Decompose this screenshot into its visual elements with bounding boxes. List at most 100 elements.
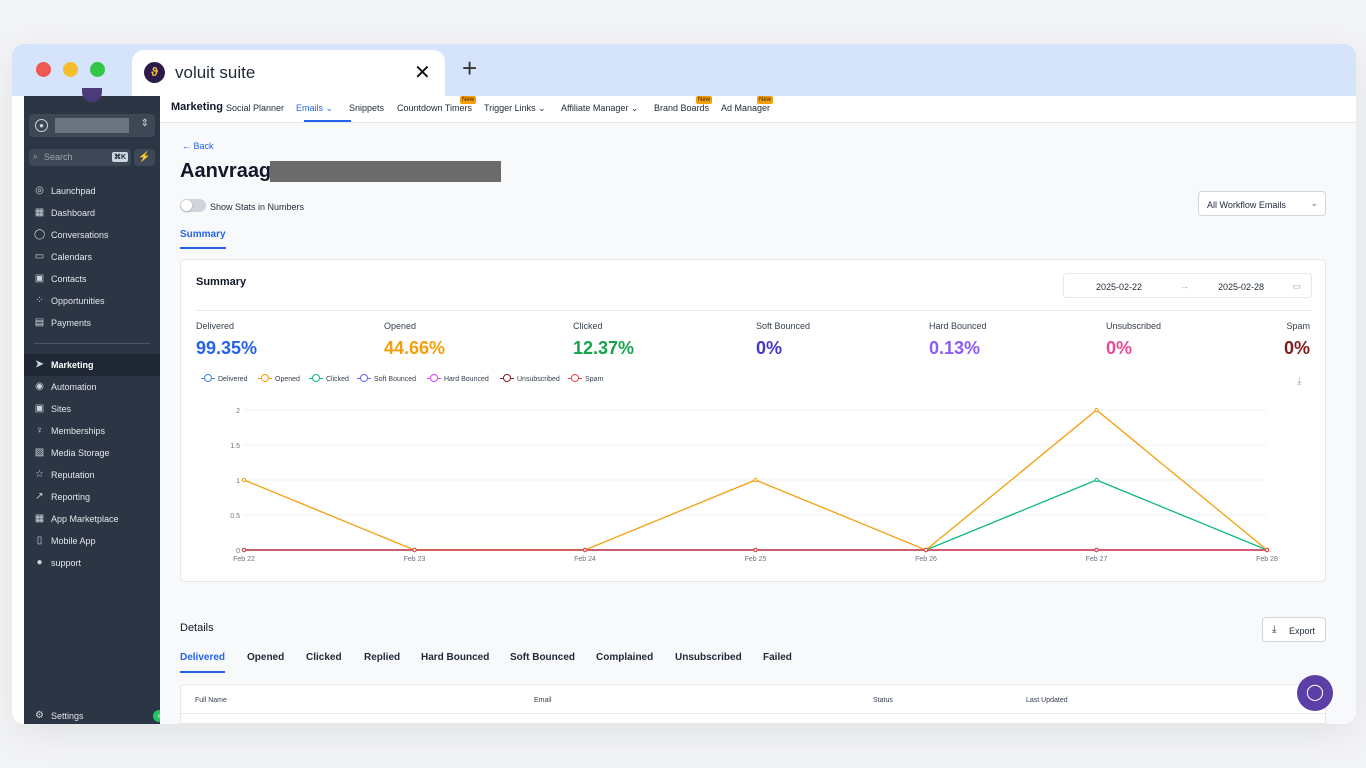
new-tab-icon[interactable]: + xyxy=(462,53,478,83)
legend-item[interactable]: Delivered xyxy=(201,374,248,383)
sidebar-item-reputation[interactable]: ☆ Reputation xyxy=(24,464,160,486)
sidebar-item-support[interactable]: ● support xyxy=(24,552,160,574)
tab-hard-bounced[interactable]: Hard Bounced xyxy=(421,652,490,663)
sidebar-item-marketing[interactable]: ➤ Marketing xyxy=(24,354,160,376)
tab-unsubscribed[interactable]: Unsubscribed xyxy=(675,652,742,663)
payments-icon: ▤ xyxy=(34,317,45,328)
date-range-picker[interactable]: 2025-02-22 → 2025-02-28 ▭ xyxy=(1063,273,1312,298)
tab-replied[interactable]: Replied xyxy=(364,652,401,663)
legend-label: Unsubscribed xyxy=(517,376,560,383)
legend-item[interactable]: Opened xyxy=(258,374,300,383)
sidebar-item-label: Contacts xyxy=(51,274,87,284)
export-label: Export xyxy=(1289,626,1316,636)
column-header[interactable]: Full Name xyxy=(195,697,227,704)
column-header[interactable]: Status xyxy=(873,697,893,704)
data-point xyxy=(1094,547,1099,553)
nav-brand-boards[interactable]: Brand Boards xyxy=(654,103,710,113)
nav-trigger-links[interactable]: Trigger Links ⌄ xyxy=(484,103,546,113)
sidebar-item-contacts[interactable]: ▣ Contacts xyxy=(24,268,160,290)
sidebar-item-label: Settings xyxy=(51,711,84,721)
sidebar-item-dashboard[interactable]: ▦ Dashboard xyxy=(24,202,160,224)
tab-soft-bounced[interactable]: Soft Bounced xyxy=(510,652,575,663)
new-badge: New xyxy=(696,96,713,104)
x-tick-label: Feb 22 xyxy=(233,556,255,563)
tab-delivered[interactable]: Delivered xyxy=(180,652,226,663)
stat-soft-bounced: Soft Bounced 0% xyxy=(756,321,810,359)
nav-snippets[interactable]: Snippets xyxy=(349,103,385,113)
minimize-window-button[interactable] xyxy=(63,62,78,77)
sidebar-item-conversations[interactable]: ◯ Conversations xyxy=(24,224,160,246)
tab-clicked[interactable]: Clicked xyxy=(306,652,342,663)
sidebar-item-memberships[interactable]: ♀ Memberships xyxy=(24,420,160,442)
x-tick-label: Feb 25 xyxy=(745,556,767,563)
account-name-redacted xyxy=(55,118,129,133)
search-input[interactable]: ⌕ Search ⌘K xyxy=(29,149,131,166)
export-icon: ⤓ xyxy=(1272,624,1277,635)
mobile-icon: ▯ xyxy=(36,535,43,546)
chat-help-icon[interactable]: ◯ xyxy=(1297,675,1333,711)
sidebar-item-label: Mobile App xyxy=(51,536,96,546)
stat-label: Delivered xyxy=(196,321,235,331)
sidebar-item-media-storage[interactable]: ▨ Media Storage xyxy=(24,442,160,464)
search-shortcut: ⌘K xyxy=(111,152,128,162)
nav-countdown-timers[interactable]: Countdown Timers xyxy=(397,103,473,113)
media-icon: ▨ xyxy=(34,447,45,458)
column-header[interactable]: Email xyxy=(534,697,552,704)
sidebar-item-opportunities[interactable]: ⁘ Opportunities xyxy=(24,290,160,312)
divider xyxy=(196,310,1312,311)
export-button[interactable]: ⤓ Export xyxy=(1262,617,1326,642)
tab-complained[interactable]: Complained xyxy=(596,652,654,663)
contacts-icon: ▣ xyxy=(34,273,45,284)
new-badge: New xyxy=(757,96,774,104)
sidebar-item-calendars[interactable]: ▭ Calendars xyxy=(24,246,160,268)
x-tick-label: Feb 23 xyxy=(404,556,426,563)
quick-action-bolt-icon[interactable]: ⚡ xyxy=(134,149,155,166)
x-tick-label: Feb 27 xyxy=(1086,556,1108,563)
close-icon[interactable]: ✕ xyxy=(414,62,431,84)
sidebar-item-sites[interactable]: ▣ Sites xyxy=(24,398,160,420)
toggle-label: Show Stats in Numbers xyxy=(210,202,305,212)
legend-item[interactable]: Soft Bounced xyxy=(357,374,416,383)
search-placeholder: Search xyxy=(44,152,73,162)
nav-ad-manager[interactable]: Ad Manager xyxy=(721,103,771,113)
maximize-window-button[interactable] xyxy=(90,62,105,77)
browser-tab[interactable]: ϑ voluit suite ✕ xyxy=(132,50,445,96)
tab-opened[interactable]: Opened xyxy=(247,652,285,663)
y-tick-label: 1 xyxy=(236,478,240,485)
sidebar-item-label: Opportunities xyxy=(51,296,105,306)
y-tick-label: 2 xyxy=(236,408,240,415)
back-link[interactable]: ← Back xyxy=(182,141,214,151)
data-point xyxy=(753,547,758,553)
legend-item[interactable]: Spam xyxy=(568,374,603,383)
sidebar-item-label: support xyxy=(51,558,82,568)
sidebar-item-automation[interactable]: ◉ Automation xyxy=(24,376,160,398)
sidebar-item-settings[interactable]: ⚙ Settings xyxy=(24,705,160,724)
tab-summary[interactable]: Summary xyxy=(180,229,226,240)
sidebar-item-payments[interactable]: ▤ Payments xyxy=(24,312,160,334)
nav-emails[interactable]: Emails ⌄ xyxy=(296,103,334,113)
legend-marker xyxy=(357,374,371,382)
tab-failed[interactable]: Failed xyxy=(763,652,792,663)
sidebar-item-app-marketplace[interactable]: ▦ App Marketplace xyxy=(24,508,160,530)
agency-avatar[interactable] xyxy=(82,88,102,102)
legend-item[interactable]: Unsubscribed xyxy=(500,374,560,383)
legend-item[interactable]: Clicked xyxy=(309,374,349,383)
stat-spam: Spam 0% xyxy=(1284,321,1310,359)
sidebar-item-reporting[interactable]: ↗ Reporting xyxy=(24,486,160,508)
column-header[interactable]: Last Updated xyxy=(1026,697,1068,704)
sidebar-item-launchpad[interactable]: ◎ Launchpad xyxy=(24,180,160,202)
stat-delivered: Delivered 99.35% xyxy=(196,321,257,359)
legend-item[interactable]: Hard Bounced xyxy=(427,374,489,383)
account-switcher[interactable]: ● ⇕ xyxy=(29,114,155,137)
help-icon: ● xyxy=(36,557,43,568)
close-window-button[interactable] xyxy=(36,62,51,77)
show-stats-toggle[interactable] xyxy=(180,199,206,212)
sidebar-item-mobile-app[interactable]: ▯ Mobile App xyxy=(24,530,160,552)
stat-hard-bounced: Hard Bounced 0.13% xyxy=(929,321,987,359)
nav-social-planner[interactable]: Social Planner xyxy=(226,103,285,113)
stat-value: 44.66% xyxy=(384,338,446,358)
download-icon[interactable]: ⤓ xyxy=(1297,376,1302,387)
sidebar-item-label: Marketing xyxy=(51,360,94,370)
workflow-emails-select[interactable]: All Workflow Emails ⌄ xyxy=(1198,191,1326,216)
nav-affiliate-manager[interactable]: Affiliate Manager ⌄ xyxy=(561,103,639,113)
